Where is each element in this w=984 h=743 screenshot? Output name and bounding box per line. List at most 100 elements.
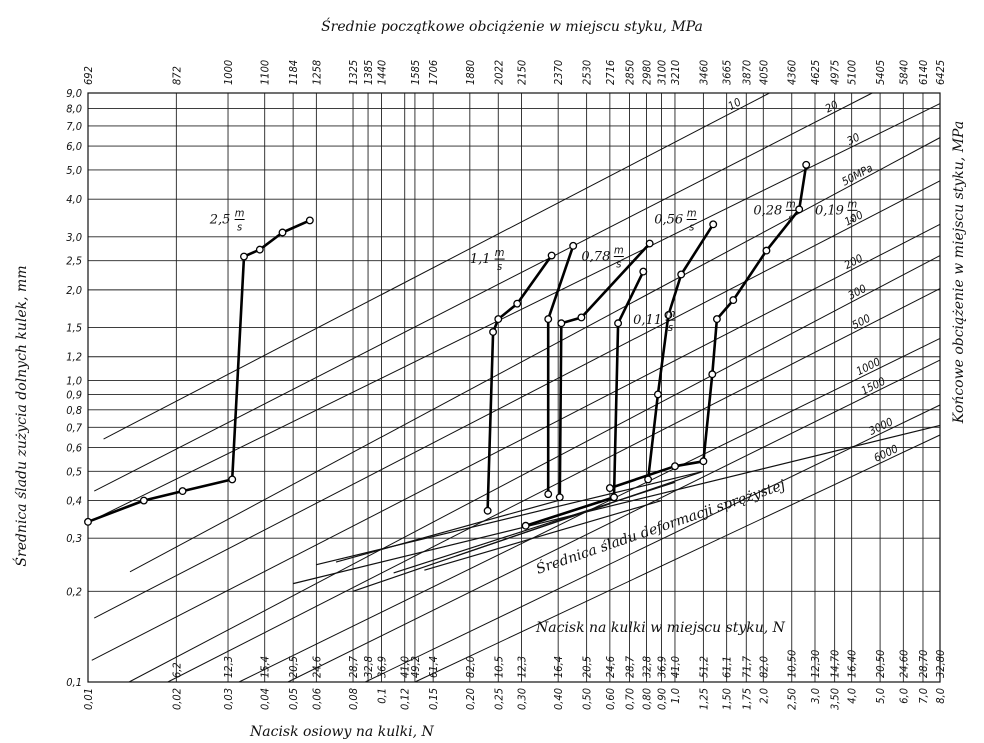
- x-tick-label-initial-pressure: 6425: [934, 60, 947, 85]
- x-tick-label-axial: 4,0: [846, 688, 859, 704]
- x-tick-label-axial: 0,15: [427, 688, 440, 710]
- x-tick-label-axial: 1,0: [669, 688, 682, 704]
- x-tick-label-initial-pressure: 4975: [829, 60, 842, 85]
- data-point: [671, 462, 679, 471]
- data-point: [605, 484, 614, 493]
- x-tick-label-axial: 1,75: [740, 688, 753, 710]
- x-tick-label-contact: 32,80: [934, 650, 947, 678]
- x-tick-label-contact: 12,3: [222, 656, 235, 678]
- plot-frame: [87, 92, 941, 683]
- speed-unit-denominator: s: [668, 321, 673, 334]
- x-tick-label-initial-pressure: 2716: [604, 60, 617, 85]
- data-point: [569, 241, 578, 250]
- y-tick-label: 0,4: [66, 495, 82, 508]
- x-tick-label-contact: 32,8: [362, 656, 375, 678]
- pressure-line: [93, 180, 941, 619]
- x-tick-label-initial-pressure: 2980: [641, 60, 654, 85]
- speed-unit-denominator: s: [689, 221, 694, 234]
- speed-unit-numerator: m: [786, 197, 796, 210]
- x-tick-label-initial-pressure: 1325: [347, 60, 360, 85]
- y-tick-label: 0,1: [66, 676, 82, 689]
- x-tick-label-contact: 14,70: [829, 650, 842, 678]
- x-tick-label-contact: 15,4: [259, 656, 272, 678]
- x-tick-label-axial: 0,20: [464, 688, 477, 710]
- data-point: [664, 311, 673, 320]
- speed-label: 1,1 ms: [470, 246, 505, 273]
- x-tick-label-axial: 3,0: [809, 688, 822, 704]
- contact-load-label: Nacisk na kulki w miejscu styku, N: [535, 620, 786, 636]
- x-tick-label-axial: 2,0: [757, 688, 770, 704]
- data-point: [577, 313, 586, 322]
- data-point: [639, 267, 648, 276]
- x-tick-label-contact: 10,50: [786, 650, 799, 678]
- y-tick-label: 0,7: [66, 421, 82, 434]
- x-tick-label-axial: 0,12: [399, 688, 412, 710]
- speed-value: 0,28: [753, 203, 782, 218]
- x-tick-label-axial: 0,02: [170, 688, 183, 710]
- series-line: [486, 254, 553, 511]
- x-tick-label-initial-pressure: 4625: [809, 60, 822, 85]
- x-tick-label-axial: 0,1: [375, 688, 388, 704]
- data-point: [653, 390, 662, 399]
- speed-value: 0,56: [654, 213, 683, 228]
- x-tick-label-axial: 0,01: [82, 688, 95, 710]
- data-point: [547, 251, 556, 260]
- x-tick-label-axial: 0,04: [259, 688, 272, 710]
- x-tick-label-initial-pressure: 5840: [897, 60, 910, 85]
- x-tick-label-contact: 16,40: [846, 650, 859, 678]
- data-point: [178, 487, 187, 496]
- data-point: [278, 228, 287, 237]
- speed-value: 2,5: [209, 213, 231, 228]
- pressure-line: [128, 255, 941, 683]
- tick-labels: 0,10,20,30,40,50,60,70,80,91,01,21,52,02…: [66, 60, 947, 710]
- pressure-line: [129, 137, 941, 573]
- data-series: 2,5 ms1,1 ms0,78 ms0,56 ms0,11 ms0,28 ms 0,19 ms: [84, 160, 858, 530]
- data-point: [84, 517, 92, 526]
- x-tick-label-initial-pressure: 2150: [516, 60, 529, 85]
- speed-unit-numerator: m: [614, 244, 624, 257]
- x-tick-label-axial: 0,25: [492, 688, 505, 710]
- y-tick-label: 4,0: [66, 193, 82, 206]
- speed-label: 0,56 ms: [654, 207, 697, 234]
- x-tick-label-contact: 20,5: [287, 656, 300, 678]
- speed-unit-denominator: s: [616, 258, 621, 271]
- x-tick-label-axial: 7,0: [917, 688, 930, 704]
- data-point: [139, 496, 148, 505]
- x-tick-label-contact: 6,2: [170, 662, 183, 678]
- elastic-deformation-line: [292, 424, 941, 585]
- x-tick-label-initial-pressure: 5405: [874, 60, 887, 85]
- pressure-line: [103, 92, 770, 440]
- pressure-line: [167, 288, 941, 683]
- y-tick-label: 0,9: [66, 388, 82, 401]
- bottom-axis-title: Nacisk osiowy na kulki, N: [249, 724, 435, 740]
- x-tick-label-initial-pressure: 1258: [310, 60, 323, 85]
- x-tick-label-axial: 0,90: [656, 688, 669, 710]
- speed-value: 0,11: [633, 313, 662, 328]
- x-tick-label-contact: 41,0: [669, 656, 682, 678]
- y-tick-label: 0,2: [66, 585, 82, 598]
- speed-label: 0,28 ms: [753, 197, 796, 224]
- x-tick-label-initial-pressure: 6140: [917, 60, 930, 85]
- x-tick-label-axial: 0,80: [641, 688, 654, 710]
- x-tick-label-initial-pressure: 2022: [492, 60, 505, 85]
- y-tick-label: 1,0: [66, 375, 82, 388]
- data-point: [557, 319, 566, 328]
- speed-unit-numerator: m: [848, 197, 858, 210]
- data-point: [228, 475, 237, 484]
- speed-label: 0,78 ms: [581, 244, 624, 271]
- data-point: [513, 299, 522, 308]
- data-point: [708, 370, 717, 379]
- pressure-line: [364, 404, 941, 683]
- pressure-line-label: 300: [846, 282, 869, 302]
- data-point: [712, 315, 721, 324]
- x-tick-label-axial: 2,50: [786, 688, 799, 710]
- data-point: [645, 239, 654, 248]
- pressure-line-label: 10: [726, 96, 743, 113]
- x-tick-label-contact: 49,2: [409, 656, 422, 678]
- pressure-line-label: 3000: [867, 415, 895, 438]
- speed-unit-numerator: m: [495, 246, 505, 259]
- series-line: [558, 242, 651, 498]
- x-tick-label-axial: 6,0: [897, 688, 910, 704]
